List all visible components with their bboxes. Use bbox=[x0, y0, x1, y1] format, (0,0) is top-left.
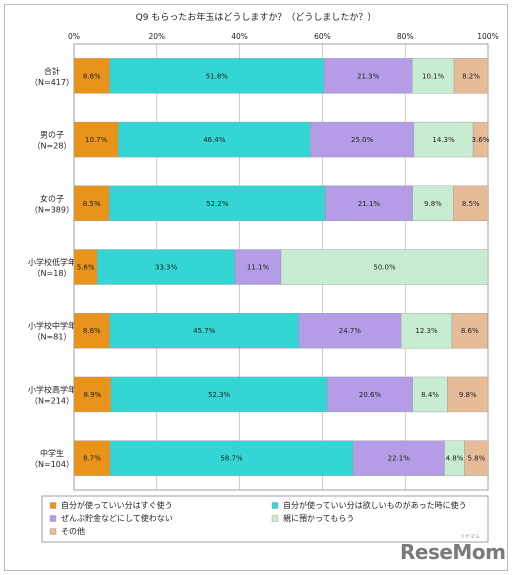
bar-segment bbox=[73, 376, 112, 413]
category-n-label: （N=389） bbox=[30, 205, 74, 214]
x-tick-label: 80% bbox=[397, 32, 414, 41]
category-n-label: （N=18） bbox=[33, 269, 72, 278]
data-label: 21.1% bbox=[358, 200, 381, 208]
data-label: 5.8% bbox=[468, 455, 486, 463]
chart-frame bbox=[4, 4, 508, 571]
legend-swatch bbox=[49, 515, 57, 522]
data-label: 24.7% bbox=[339, 327, 362, 335]
data-label: 33.3% bbox=[155, 264, 178, 272]
category-n-label: （N=104） bbox=[30, 460, 74, 469]
data-label: 9.8% bbox=[459, 391, 477, 399]
data-label: 46.4% bbox=[203, 136, 226, 144]
bar-segment bbox=[110, 376, 328, 413]
bar-segment bbox=[298, 313, 402, 349]
logo-text: ReseMom bbox=[400, 540, 506, 564]
category-n-label: （N=417） bbox=[30, 78, 74, 87]
category-n-label: （N=81） bbox=[33, 333, 72, 342]
category-label: 小学校高学年 bbox=[28, 384, 76, 394]
data-label: 9.8% bbox=[424, 200, 442, 208]
data-label: 3.6% bbox=[472, 136, 490, 144]
data-label: 45.7% bbox=[193, 327, 216, 335]
data-label: 11.1% bbox=[247, 264, 270, 272]
data-label: 52.3% bbox=[208, 391, 231, 399]
category-label: 小学校低学年 bbox=[28, 257, 76, 267]
legend-swatch bbox=[271, 502, 279, 509]
data-label: 5.6% bbox=[77, 264, 95, 272]
bar-segment bbox=[234, 249, 282, 285]
bar-segment bbox=[325, 185, 413, 221]
category-label: 合計 bbox=[44, 66, 60, 76]
bar-segment bbox=[472, 121, 489, 158]
x-tick-label: 60% bbox=[314, 32, 331, 41]
bar-segment bbox=[453, 185, 489, 221]
data-label: 8.7% bbox=[83, 455, 101, 463]
data-label: 10.7% bbox=[85, 136, 108, 144]
bar-segment bbox=[412, 376, 448, 413]
legend-swatch bbox=[49, 528, 57, 535]
category-n-label: （N=214） bbox=[30, 396, 74, 405]
data-label: 10.1% bbox=[422, 72, 445, 80]
data-label: 8.6% bbox=[83, 327, 101, 335]
bar-segment bbox=[73, 121, 119, 158]
bar-segment bbox=[73, 185, 110, 221]
data-label: 21.3% bbox=[357, 72, 380, 80]
legend-label: 親に預かってもらう bbox=[283, 513, 354, 523]
bar-segment bbox=[73, 313, 110, 349]
legend-label: 自分が使っていい分は欲しいものがあった時に使う bbox=[283, 500, 467, 510]
data-label: 8.6% bbox=[83, 72, 101, 80]
data-label: 8.2% bbox=[462, 72, 480, 80]
bar-segment bbox=[280, 249, 489, 285]
bar-segment bbox=[310, 121, 415, 158]
bar-segment bbox=[96, 249, 236, 285]
category-label: 男の子 bbox=[40, 131, 64, 140]
legend-label: その他 bbox=[61, 526, 85, 536]
chart-title: Q9 もらったお年玉はどうしますか？（どうしましたか？） bbox=[136, 11, 377, 23]
data-label: 8.4% bbox=[421, 391, 439, 399]
bar-segment bbox=[352, 440, 445, 476]
bar-segment bbox=[73, 58, 110, 94]
bar-segment bbox=[400, 313, 453, 349]
legend-swatch bbox=[271, 515, 279, 522]
x-tick-label: 40% bbox=[231, 32, 248, 41]
bar-segment bbox=[108, 185, 326, 221]
category-label: 女の子 bbox=[40, 193, 64, 203]
data-label: 22.1% bbox=[388, 455, 411, 463]
x-tick-label: 20% bbox=[148, 32, 165, 41]
category-label: 小学校中学年 bbox=[28, 321, 76, 331]
bar-segment bbox=[453, 58, 489, 94]
x-tick-label: 100% bbox=[477, 32, 498, 41]
bar-segment bbox=[109, 313, 300, 349]
resemom-logo: ReseMom リセマム bbox=[400, 534, 506, 564]
bar-segment bbox=[109, 440, 354, 476]
data-label: 4.8% bbox=[446, 455, 464, 463]
legend-label: 自分が使っていい分はすぐ使う bbox=[61, 500, 173, 510]
data-label: 12.3% bbox=[415, 327, 438, 335]
logo-sub: リセマム bbox=[460, 534, 481, 540]
data-label: 8.5% bbox=[462, 200, 480, 208]
category-label: 中学生 bbox=[40, 448, 64, 458]
x-tick-label: 0% bbox=[68, 32, 80, 41]
bar-segment bbox=[118, 121, 311, 158]
data-label: 8.9% bbox=[84, 391, 102, 399]
legend-swatch bbox=[49, 502, 57, 509]
legend-box bbox=[41, 495, 489, 543]
bar-segment bbox=[464, 440, 489, 476]
bar-segment bbox=[412, 58, 455, 94]
data-label: 51.8% bbox=[206, 72, 229, 80]
data-label: 25.0% bbox=[351, 136, 374, 144]
bar-segment bbox=[447, 376, 489, 413]
category-n-label: （N=28） bbox=[33, 142, 72, 151]
data-label: 8.5% bbox=[83, 200, 101, 208]
data-label: 20.6% bbox=[359, 391, 382, 399]
data-label: 8.6% bbox=[461, 327, 479, 335]
legend-label: ぜんぶ貯金などにして使わない bbox=[61, 513, 173, 523]
data-label: 14.3% bbox=[432, 136, 455, 144]
data-label: 58.7% bbox=[220, 455, 243, 463]
data-label: 52.2% bbox=[206, 200, 229, 208]
bar-segment bbox=[413, 121, 474, 158]
bar-segment bbox=[73, 440, 111, 476]
data-label: 50.0% bbox=[373, 264, 396, 272]
bar-segment bbox=[451, 313, 488, 349]
